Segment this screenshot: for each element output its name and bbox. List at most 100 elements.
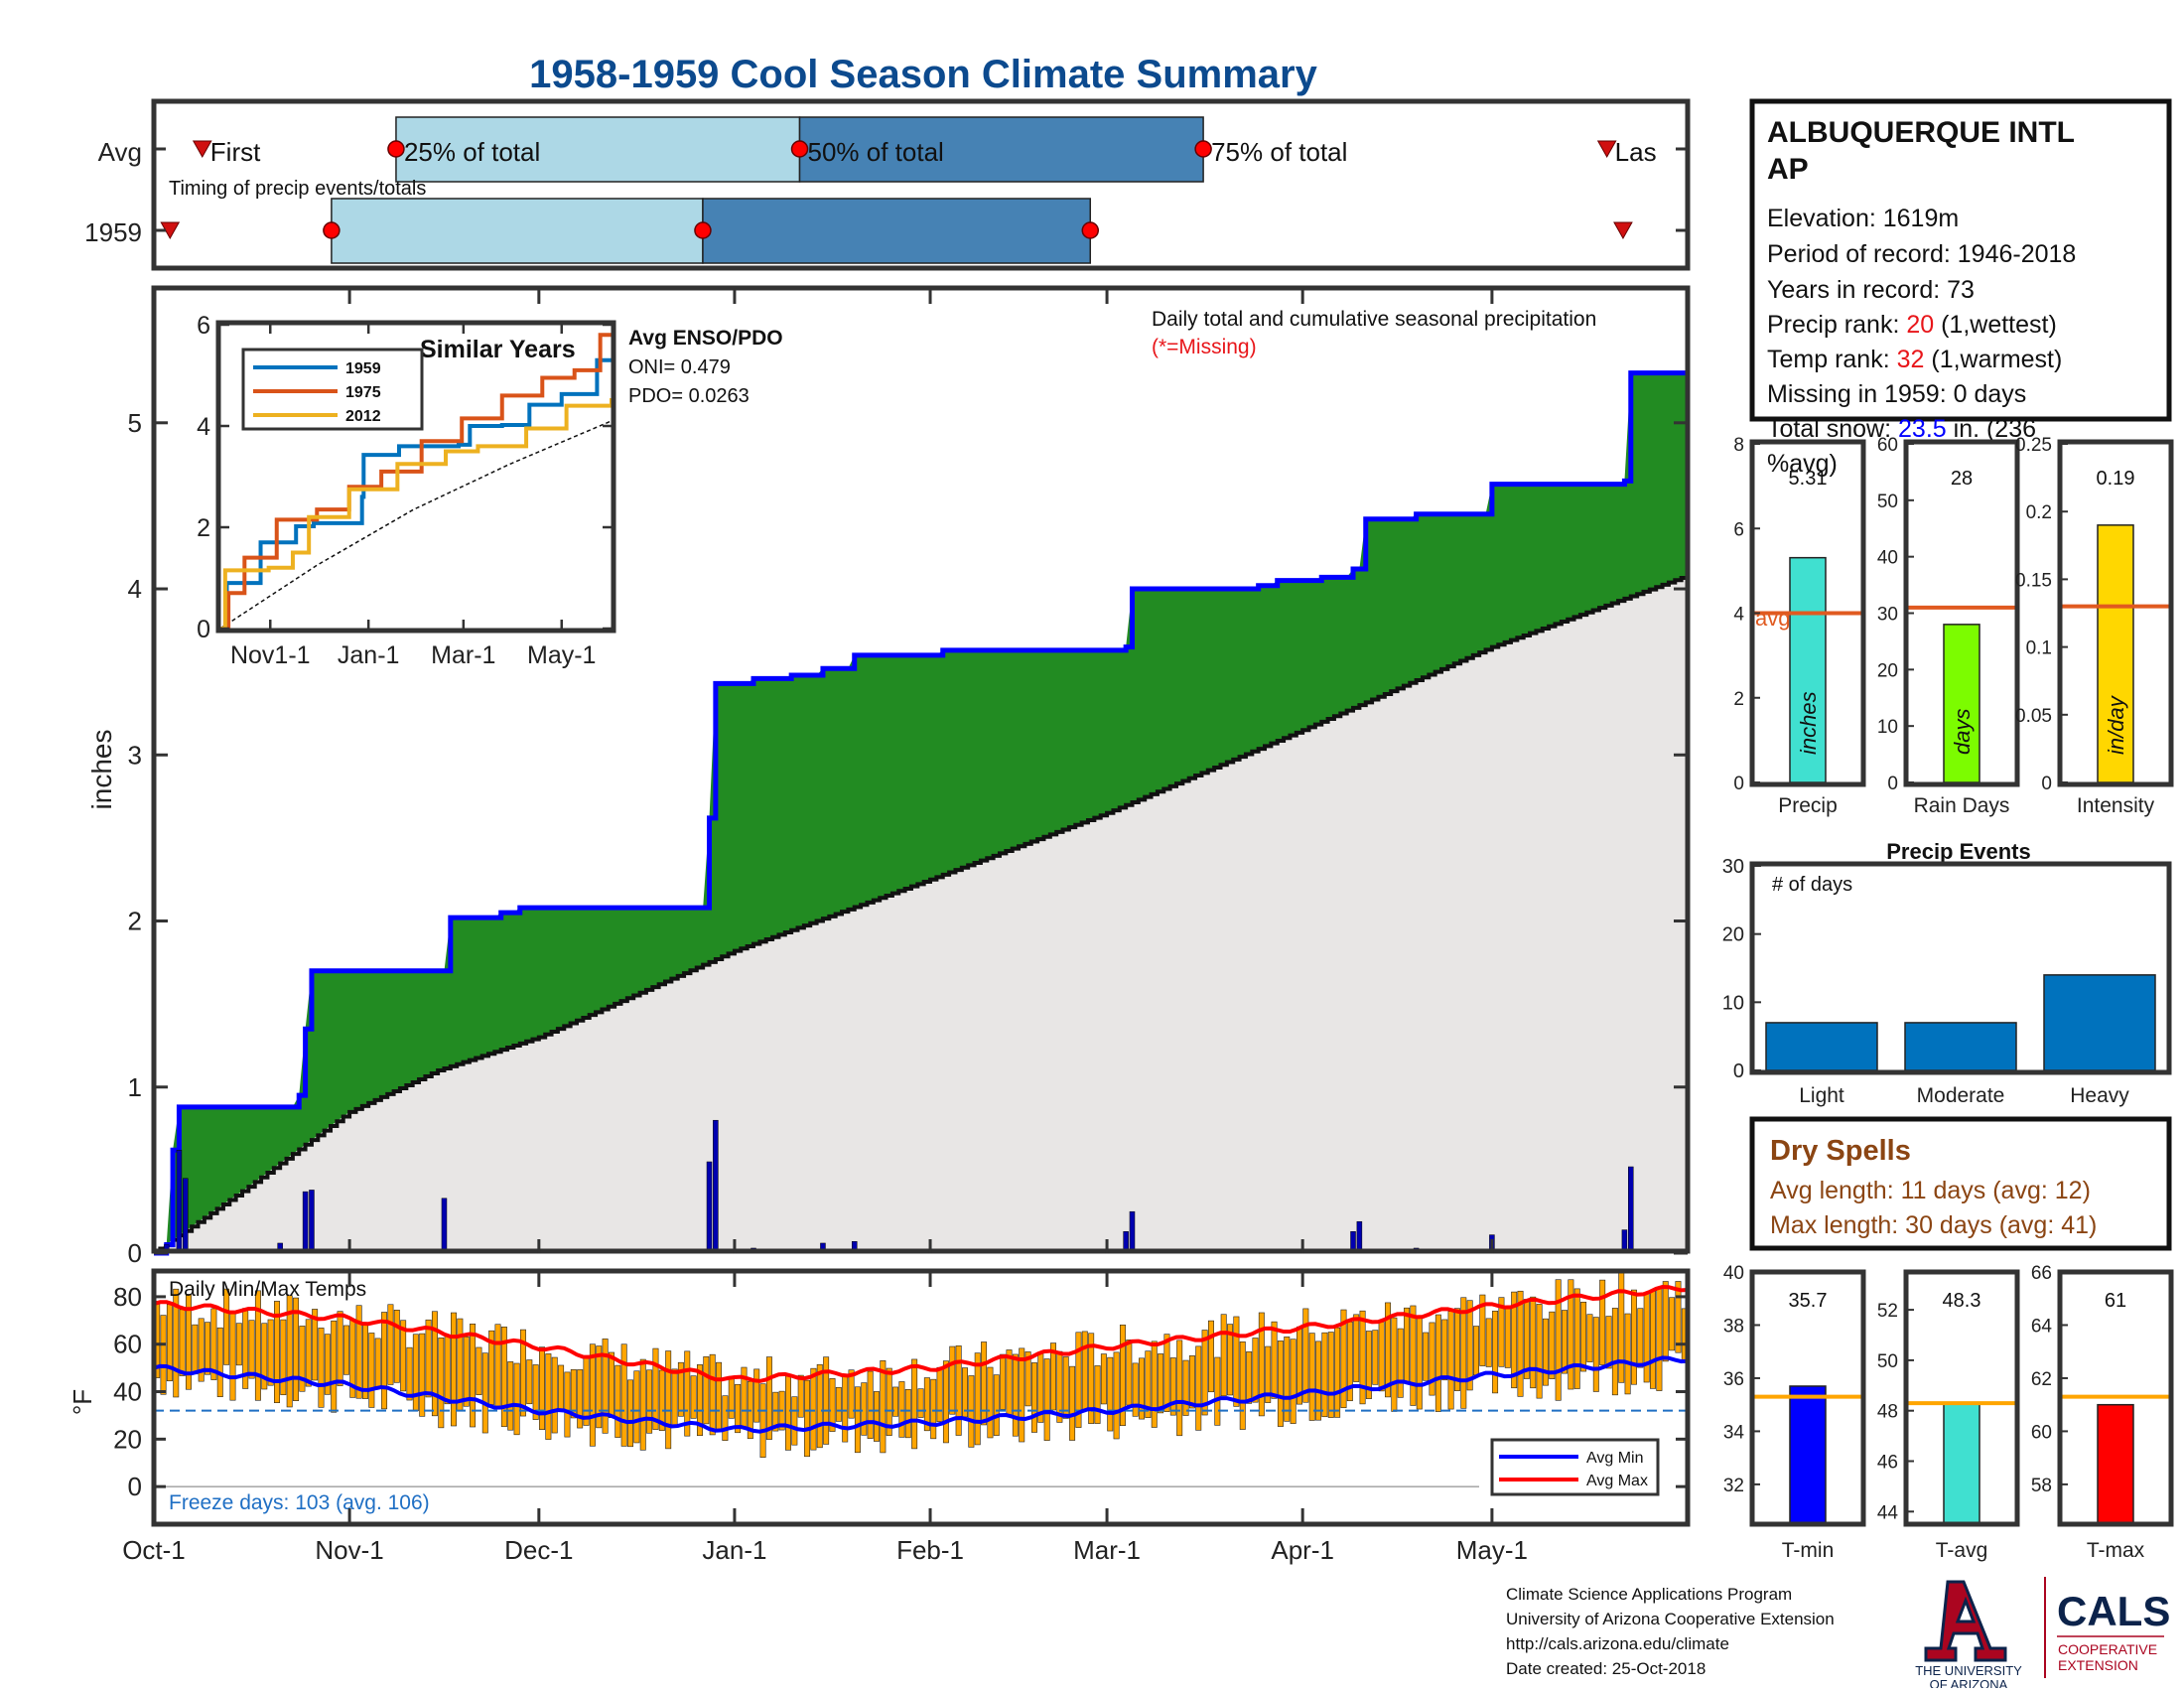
precip-events-panel: Precip Events Light Moderate Heavy0102030 … [1722, 839, 2172, 1107]
daily-temp-bar [1132, 1362, 1139, 1417]
main-ytick-label: 1 [128, 1072, 142, 1102]
station-frame [1749, 98, 2172, 422]
temp-mini-frame-1 [1903, 1269, 2020, 1527]
daily-temp-bar [1113, 1351, 1120, 1440]
dry-spells-max: Max length: 30 days (avg: 41) [1770, 1211, 2097, 1239]
daily-temp-bar [1081, 1331, 1088, 1412]
daily-temp-bar [1466, 1300, 1473, 1391]
temp-mean-value-label: 35.7 [1789, 1290, 1828, 1312]
daily-temp-bar [1618, 1272, 1625, 1383]
daily-temp-bar [886, 1367, 892, 1436]
daily-temp-bar [425, 1319, 432, 1398]
daily-temp-bar [677, 1361, 684, 1417]
daily-temp-bar [1485, 1318, 1492, 1367]
daily-temp-bar [1145, 1350, 1152, 1419]
daily-temp-bar [513, 1362, 520, 1436]
daily-temp-bar [1498, 1297, 1505, 1367]
daily-temp-bar [324, 1334, 331, 1395]
season-ytick-label: 20 [1877, 660, 1898, 681]
event-bar-heavy [2043, 974, 2156, 1071]
daily-temp-bar [470, 1324, 477, 1428]
daily-temp-bar [898, 1381, 905, 1438]
timing-year-q2-box [331, 198, 704, 264]
main-ytick-label: 5 [128, 408, 142, 438]
daily-temp-bar [1630, 1289, 1637, 1385]
daily-temp-bar [709, 1353, 716, 1436]
daily-temp-bar [205, 1322, 211, 1375]
daily-temp-bar [545, 1353, 552, 1440]
daily-temp-bar [1423, 1332, 1430, 1381]
daily-temp-bar [974, 1352, 981, 1446]
temp-mean-category-label: T-min [1782, 1539, 1835, 1562]
season-ytick-label: 0 [1887, 774, 1898, 794]
cals-sub-2: EXTENSION [2058, 1657, 2138, 1673]
daily-temp-bar [652, 1347, 659, 1430]
daily-temp-bar [305, 1319, 312, 1387]
daily-temp-bar [1562, 1310, 1568, 1374]
season-ytick-label: 30 [1877, 605, 1898, 626]
daily-temp-bar [1523, 1299, 1530, 1379]
timing-year-p75-marker [1081, 221, 1100, 239]
daily-temp-bar [577, 1369, 584, 1429]
daily-temp-bar [223, 1288, 230, 1365]
daily-temp-bar [412, 1334, 419, 1412]
temp-mean-category-label: T-avg [1936, 1539, 1988, 1562]
season-ytick-label: 2 [1733, 689, 1744, 710]
total-snow-pct: %avg) [1767, 450, 1838, 478]
main-ytick-label: 3 [128, 740, 142, 770]
daily-temp-bar [286, 1295, 293, 1408]
temp-legend [1490, 1438, 1660, 1496]
daily-temp-bar [532, 1364, 539, 1420]
daily-temp-bar [1201, 1330, 1208, 1416]
month-label: Apr-1 [1271, 1535, 1334, 1565]
daily-temp-bar [1220, 1314, 1227, 1397]
events-ytick-label: 0 [1733, 1060, 1744, 1082]
daily-temp-bar [1650, 1290, 1657, 1389]
season-ytick-label: 10 [1877, 717, 1898, 738]
temp-mini-ytick-label: 44 [1877, 1502, 1899, 1523]
daily-temp-bar [248, 1320, 255, 1379]
cals-logo: CALS [2057, 1588, 2170, 1634]
avg-min-line [153, 1355, 1689, 1434]
daily-temp-bar [1453, 1308, 1460, 1391]
season-value-label: 5.31 [1789, 468, 1828, 490]
daily-temp-bar [355, 1305, 362, 1399]
daily-temp-bar [1126, 1340, 1133, 1406]
daily-temp-bar [1568, 1279, 1574, 1390]
daily-temp-bar [342, 1325, 349, 1375]
avg-label: avg [1755, 606, 1790, 631]
daily-temp-bar [1460, 1297, 1467, 1409]
footer: Climate Science Applications Program Uni… [1506, 1577, 2170, 1692]
daily-precip-bar [706, 1161, 713, 1254]
daily-temp-bar [753, 1368, 760, 1423]
daily-temp-bar [1429, 1322, 1435, 1396]
temp-mini-ytick-label: 34 [1723, 1422, 1745, 1443]
daily-temp-bar [987, 1366, 994, 1439]
season-ytick-label: 8 [1733, 435, 1744, 456]
daily-temp-bar [1321, 1332, 1328, 1418]
daily-temp-bar [1119, 1325, 1126, 1427]
daily-temp-bar [1006, 1349, 1013, 1415]
season-ytick-label: 60 [1877, 435, 1898, 456]
daily-temp-bar [1391, 1317, 1398, 1412]
daily-temp-bar [1277, 1340, 1284, 1427]
timing-row-year: 1959 [84, 217, 142, 247]
legend-avg-min: Avg Min [1586, 1450, 1644, 1467]
temp-mini-frame-2 [2057, 1269, 2174, 1527]
month-label: May-1 [1456, 1535, 1528, 1565]
daily-temp-bar [293, 1297, 300, 1401]
years-in-record: Years in record: 73 [1767, 276, 1975, 304]
inset-xtick-label: May-1 [527, 641, 596, 669]
daily-temp-bar [816, 1363, 823, 1449]
daily-temp-bar [481, 1352, 488, 1434]
main-ylabel: inches [86, 730, 117, 810]
daily-temp-bar [936, 1366, 943, 1423]
daily-temp-bar [854, 1386, 861, 1454]
timing-avg-last-marker [1596, 140, 1617, 159]
inset-legend-label: 2012 [345, 408, 381, 425]
temp-mini-ytick-label: 50 [1877, 1351, 1898, 1372]
temp-mini-ytick-label: 46 [1877, 1453, 1898, 1474]
temp-title: Daily Min/Max Temps [169, 1278, 366, 1301]
daily-temp-bar [267, 1319, 274, 1386]
